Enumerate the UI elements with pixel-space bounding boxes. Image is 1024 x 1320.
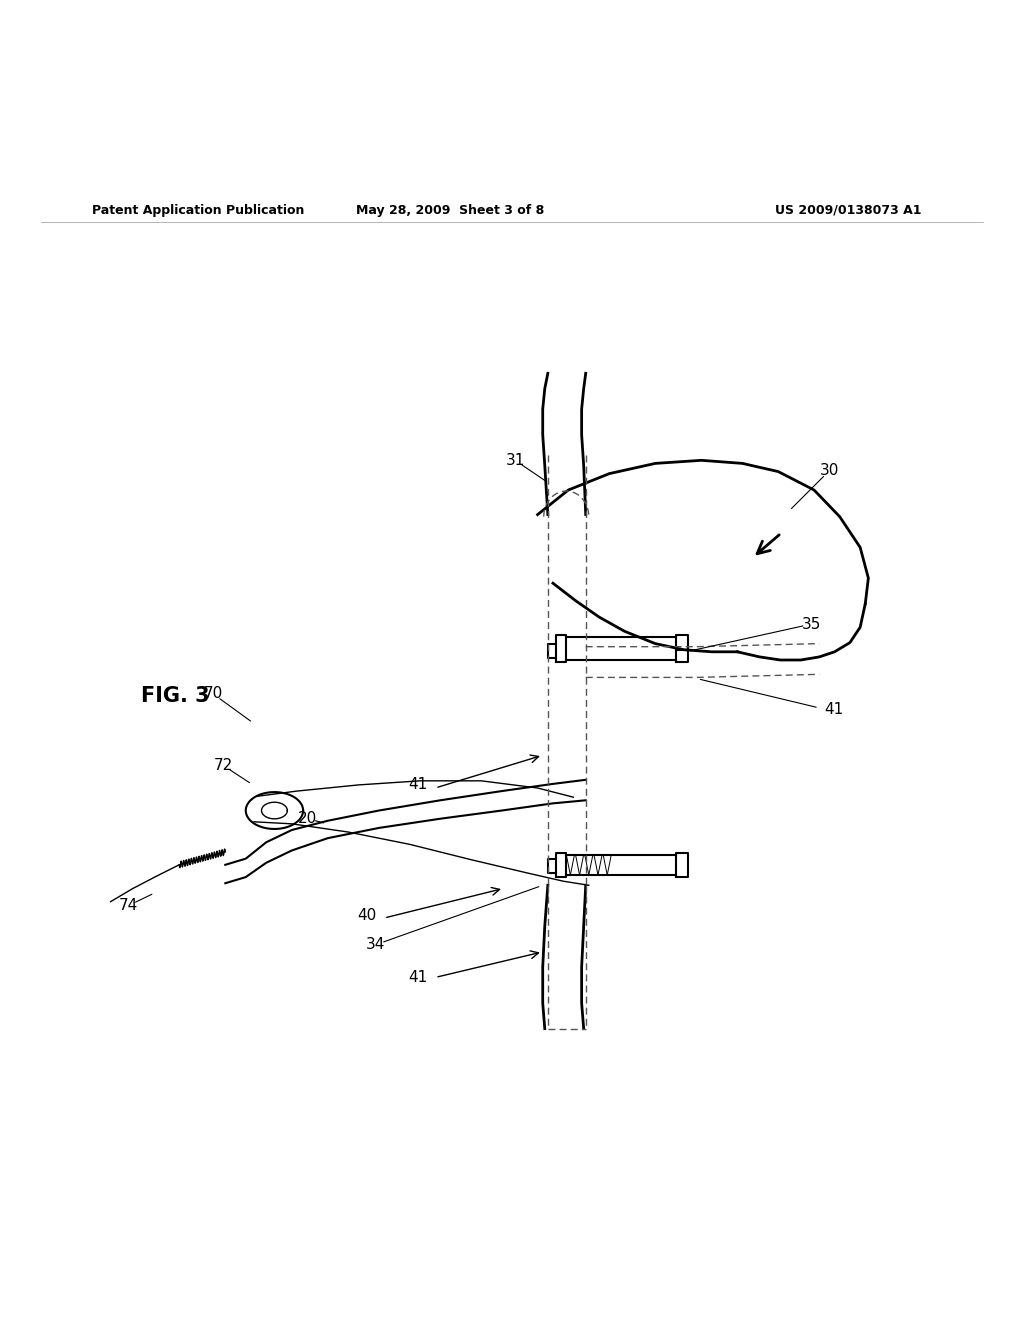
Text: US 2009/0138073 A1: US 2009/0138073 A1 <box>775 205 922 216</box>
Text: 74: 74 <box>119 898 137 913</box>
Text: 41: 41 <box>824 702 844 717</box>
Text: 34: 34 <box>367 937 385 952</box>
Text: 41: 41 <box>409 970 427 985</box>
Text: FIG. 3: FIG. 3 <box>141 686 210 706</box>
Text: 41: 41 <box>409 777 427 792</box>
Text: 40: 40 <box>357 908 376 924</box>
Text: 30: 30 <box>820 463 839 478</box>
Text: 70: 70 <box>204 686 222 701</box>
Text: May 28, 2009  Sheet 3 of 8: May 28, 2009 Sheet 3 of 8 <box>356 205 545 216</box>
Text: Patent Application Publication: Patent Application Publication <box>92 205 304 216</box>
Text: 31: 31 <box>506 453 524 467</box>
Text: 35: 35 <box>802 616 820 632</box>
Text: 72: 72 <box>214 758 232 774</box>
Text: 20: 20 <box>298 812 316 826</box>
